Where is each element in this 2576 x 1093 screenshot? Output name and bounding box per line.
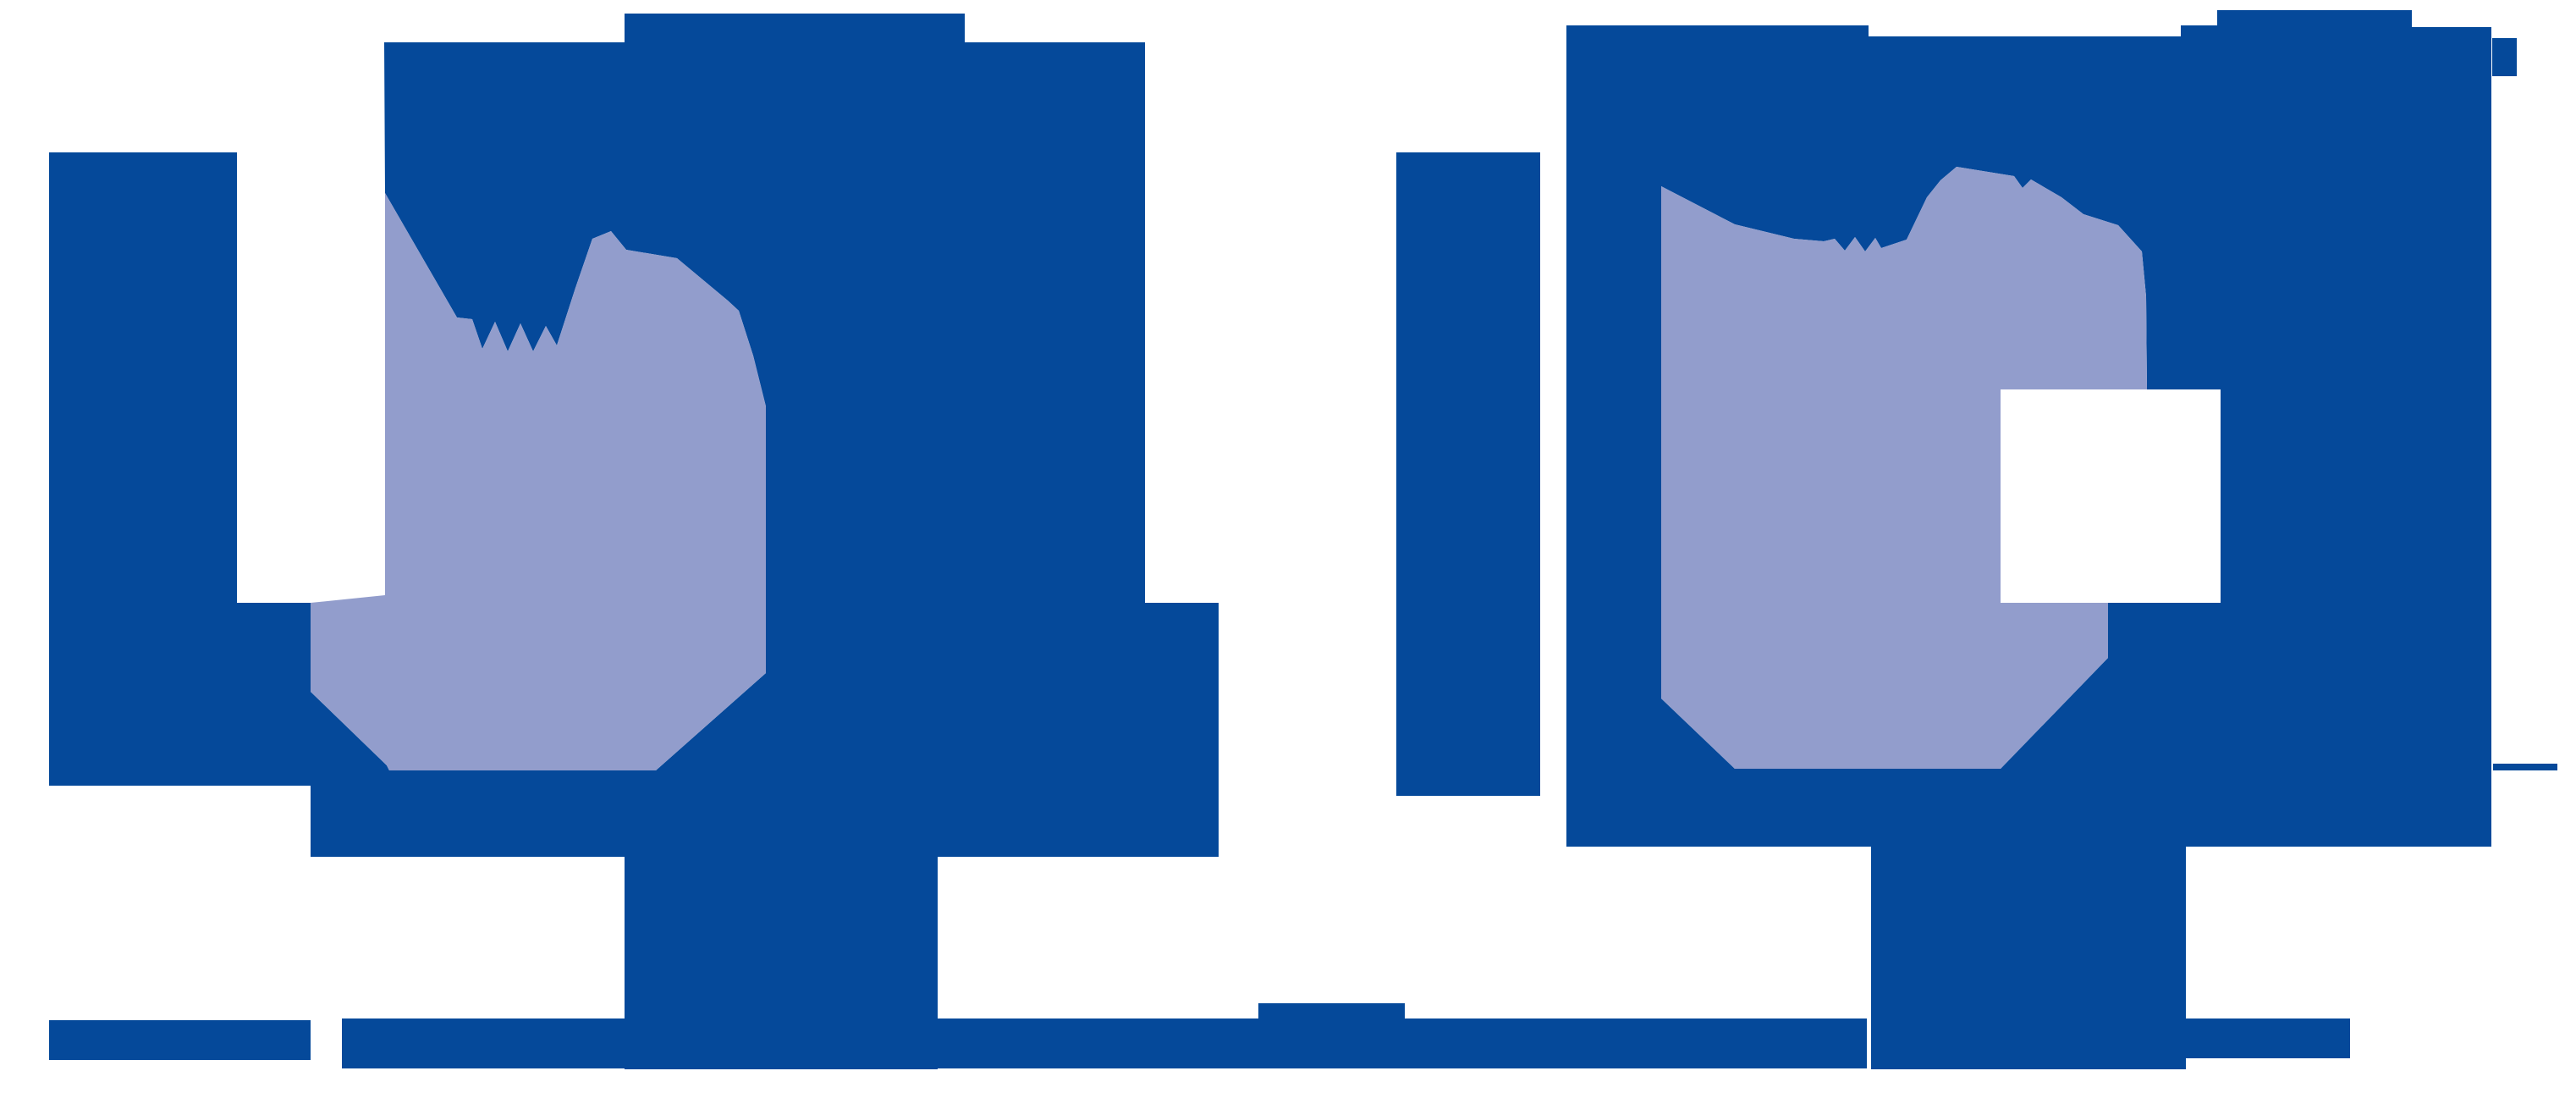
baseline-segment-left	[49, 1020, 311, 1060]
right-glyph-arch-mass	[1566, 10, 2491, 847]
right-glyph-goblet	[1661, 167, 2147, 769]
left-glyph-side-bar	[49, 152, 237, 786]
right-glyph-side-bar	[1396, 152, 1540, 796]
left-glyph-arch-mass	[237, 14, 1219, 857]
baseline-segment-tall-chunk	[1258, 1003, 1405, 1068]
left-glyph-goblet	[311, 193, 766, 770]
baseline-segment-right	[1874, 1018, 2350, 1058]
right-glyph-side-dash	[2493, 764, 2557, 770]
baseline-segment-mid-left	[342, 1018, 1258, 1068]
baseline-segment-mid-right	[1405, 1018, 1867, 1068]
right-glyph-corner-square	[2492, 38, 2517, 76]
